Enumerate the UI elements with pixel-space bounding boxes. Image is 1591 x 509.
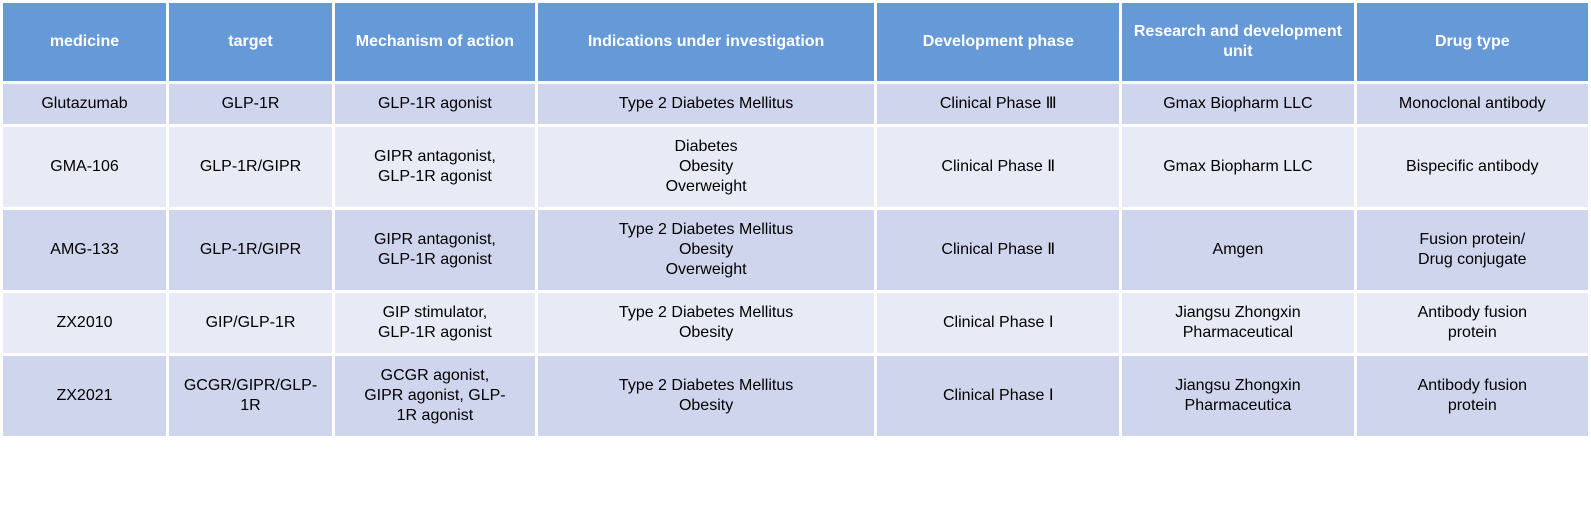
cell-mechanism: GIPR antagonist, GLP-1R agonist	[335, 127, 535, 207]
drug-table: medicine target Mechanism of action Indi…	[0, 0, 1591, 439]
cell-medicine: Glutazumab	[3, 84, 166, 124]
header-indications: Indications under investigation	[538, 3, 875, 81]
header-phase: Development phase	[877, 3, 1119, 81]
cell-unit: Gmax Biopharm LLC	[1122, 84, 1353, 124]
table-row: AMG-133 GLP-1R/GIPR GIPR antagonist, GLP…	[3, 210, 1588, 290]
header-unit: Research and development unit	[1122, 3, 1353, 81]
cell-mechanism: GLP-1R agonist	[335, 84, 535, 124]
cell-medicine: ZX2021	[3, 356, 166, 436]
cell-drugtype: Bispecific antibody	[1357, 127, 1588, 207]
cell-indications: Type 2 Diabetes Mellitus Obesity	[538, 293, 875, 353]
header-mechanism: Mechanism of action	[335, 3, 535, 81]
cell-medicine: ZX2010	[3, 293, 166, 353]
table-row: ZX2010 GIP/GLP-1R GIP stimulator, GLP-1R…	[3, 293, 1588, 353]
table-row: GMA-106 GLP-1R/GIPR GIPR antagonist, GLP…	[3, 127, 1588, 207]
cell-mechanism: GCGR agonist, GIPR agonist, GLP- 1R agon…	[335, 356, 535, 436]
cell-unit: Jiangsu Zhongxin Pharmaceutical	[1122, 293, 1353, 353]
cell-phase: Clinical Phase Ⅱ	[877, 210, 1119, 290]
cell-indications: Diabetes Obesity Overweight	[538, 127, 875, 207]
cell-unit: Amgen	[1122, 210, 1353, 290]
cell-phase: Clinical Phase Ⅰ	[877, 293, 1119, 353]
cell-medicine: GMA-106	[3, 127, 166, 207]
cell-drugtype: Antibody fusion protein	[1357, 356, 1588, 436]
header-target: target	[169, 3, 332, 81]
cell-target: GCGR/GIPR/GLP-1R	[169, 356, 332, 436]
cell-unit: Gmax Biopharm LLC	[1122, 127, 1353, 207]
cell-medicine: AMG-133	[3, 210, 166, 290]
cell-unit: Jiangsu Zhongxin Pharmaceutica	[1122, 356, 1353, 436]
table-row: ZX2021 GCGR/GIPR/GLP-1R GCGR agonist, GI…	[3, 356, 1588, 436]
table-row: Glutazumab GLP-1R GLP-1R agonist Type 2 …	[3, 84, 1588, 124]
cell-indications: Type 2 Diabetes Mellitus	[538, 84, 875, 124]
cell-phase: Clinical Phase Ⅱ	[877, 127, 1119, 207]
cell-phase: Clinical Phase Ⅲ	[877, 84, 1119, 124]
cell-mechanism: GIP stimulator, GLP-1R agonist	[335, 293, 535, 353]
cell-drugtype: Antibody fusion protein	[1357, 293, 1588, 353]
cell-target: GLP-1R	[169, 84, 332, 124]
header-row: medicine target Mechanism of action Indi…	[3, 3, 1588, 81]
cell-target: GIP/GLP-1R	[169, 293, 332, 353]
cell-indications: Type 2 Diabetes Mellitus Obesity Overwei…	[538, 210, 875, 290]
header-drugtype: Drug type	[1357, 3, 1588, 81]
header-medicine: medicine	[3, 3, 166, 81]
cell-drugtype: Fusion protein/ Drug conjugate	[1357, 210, 1588, 290]
cell-target: GLP-1R/GIPR	[169, 127, 332, 207]
cell-target: GLP-1R/GIPR	[169, 210, 332, 290]
cell-indications: Type 2 Diabetes Mellitus Obesity	[538, 356, 875, 436]
cell-drugtype: Monoclonal antibody	[1357, 84, 1588, 124]
cell-phase: Clinical Phase Ⅰ	[877, 356, 1119, 436]
cell-mechanism: GIPR antagonist, GLP-1R agonist	[335, 210, 535, 290]
